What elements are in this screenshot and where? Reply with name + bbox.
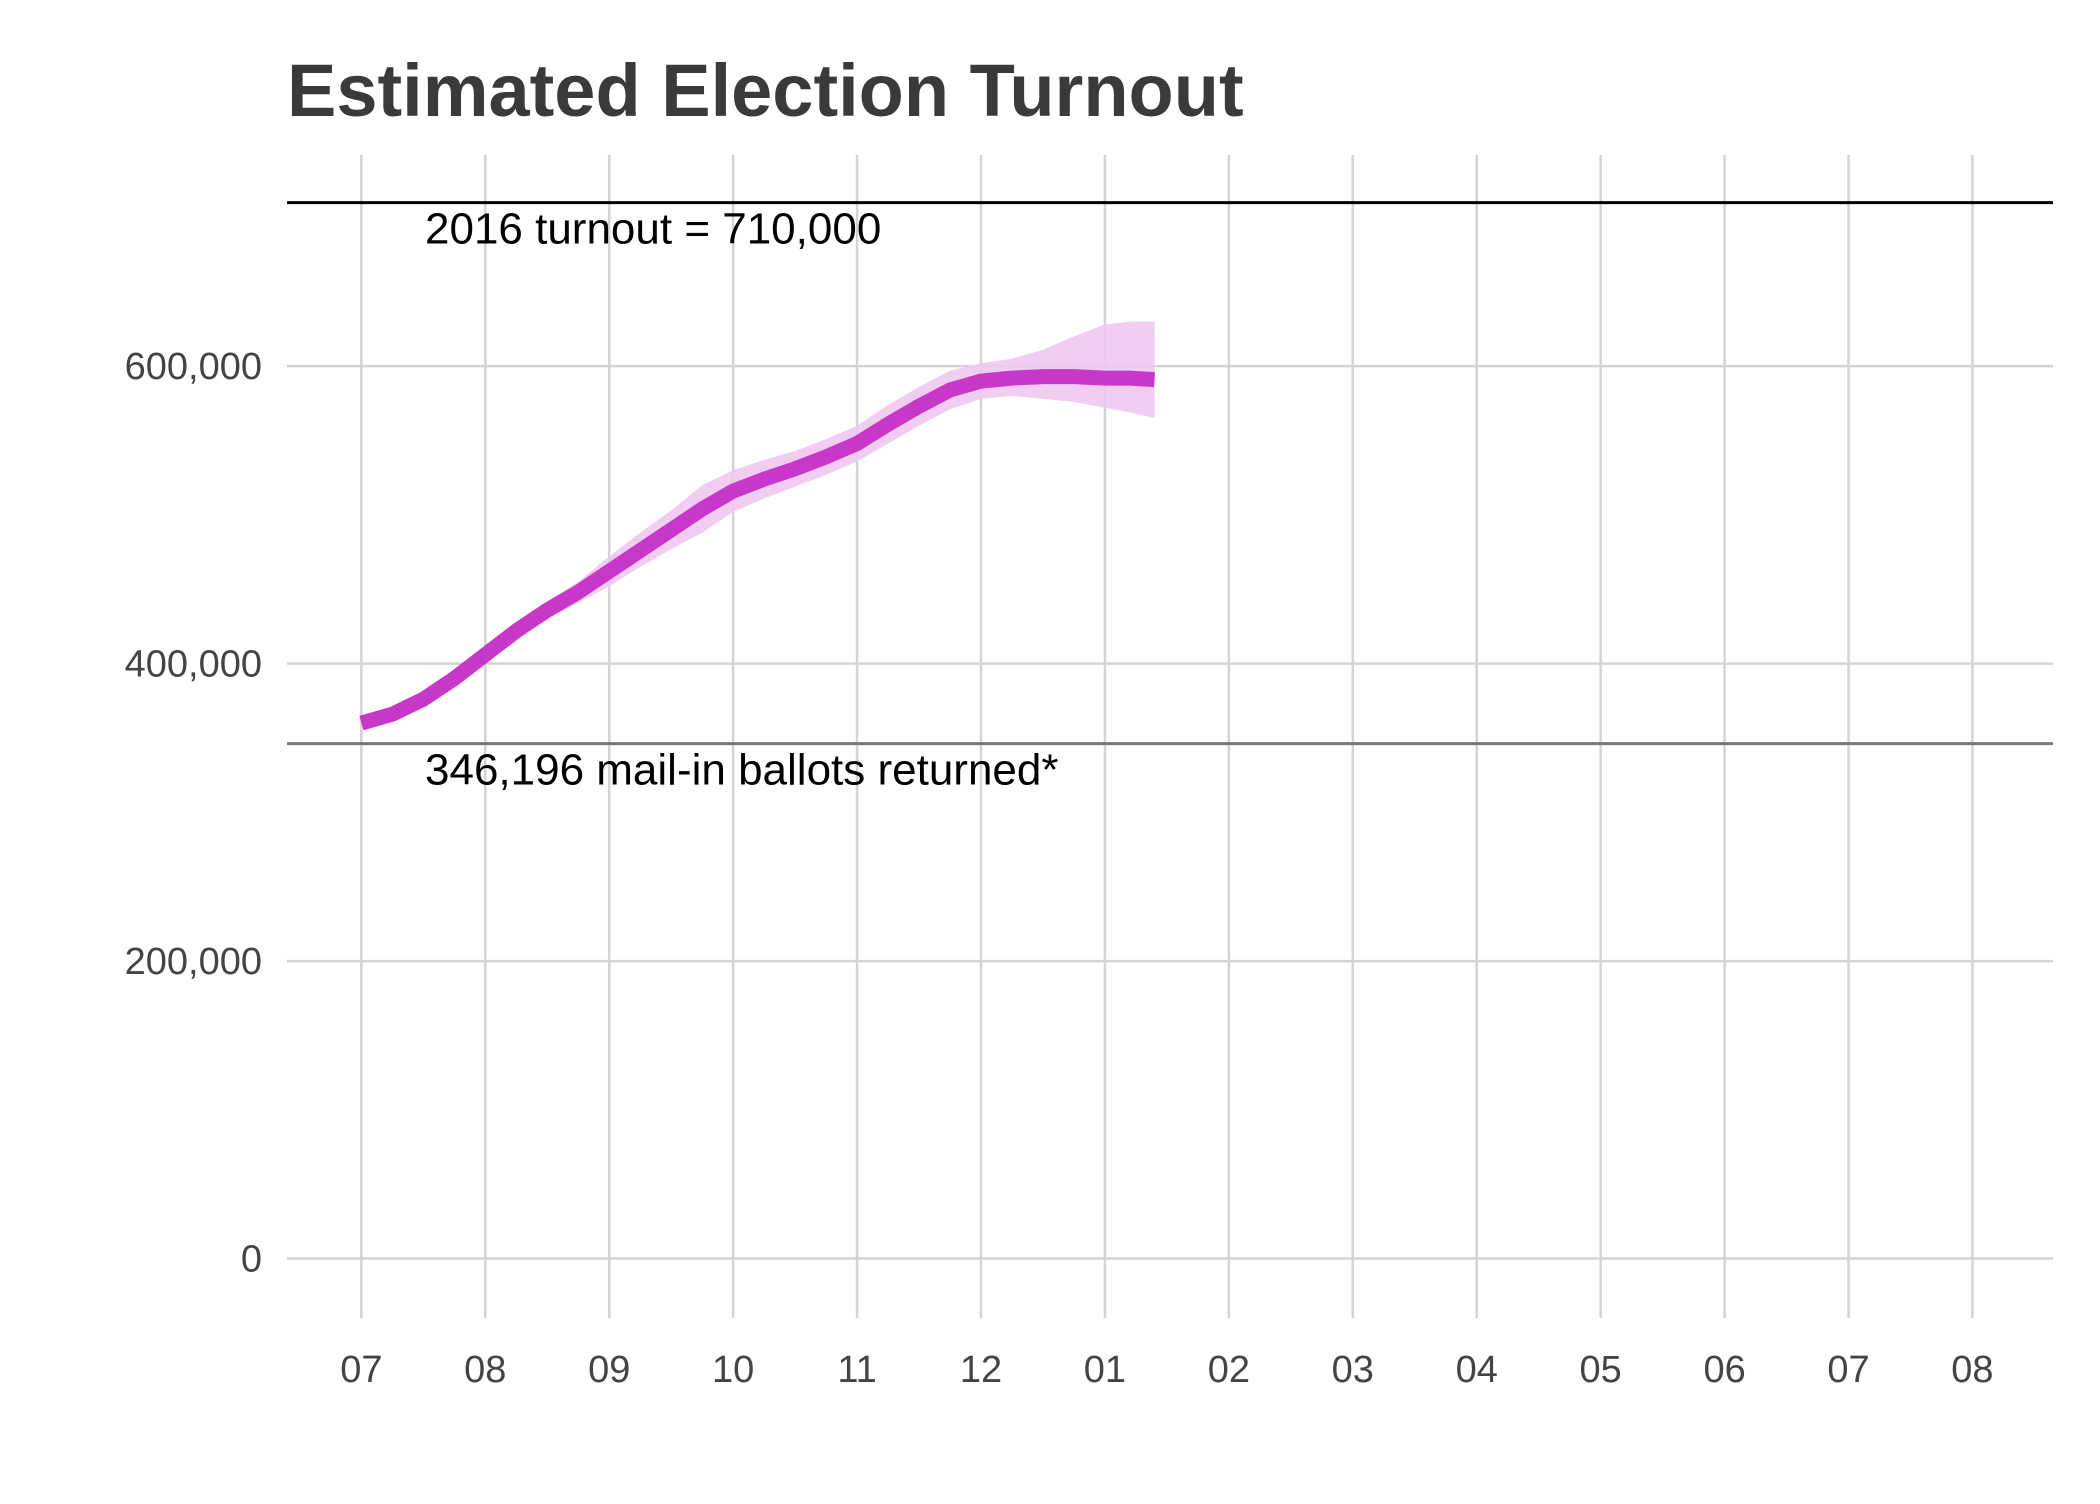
x-tick-label: 02 — [1208, 1349, 1250, 1391]
x-tick-label: 07 — [340, 1349, 382, 1391]
x-tick-label: 11 — [837, 1349, 876, 1391]
y-tick-label: 200,000 — [125, 941, 262, 983]
x-tick-label: 07 — [1827, 1349, 1869, 1391]
mail-in-ballots-annotation: 346,196 mail-in ballots returned* — [425, 746, 1059, 795]
x-tick-label: 06 — [1703, 1349, 1745, 1391]
y-tick-label: 400,000 — [125, 644, 262, 686]
x-tick-label: 09 — [588, 1349, 630, 1391]
y-tick-label: 600,000 — [125, 346, 262, 388]
turnout-2016-annotation: 2016 turnout = 710,000 — [425, 205, 881, 254]
x-tick-label: 08 — [464, 1349, 506, 1391]
x-tick-label: 10 — [712, 1349, 754, 1391]
y-tick-label: 0 — [241, 1239, 262, 1281]
x-tick-label: 08 — [1951, 1349, 1993, 1391]
x-tick-label: 01 — [1084, 1349, 1126, 1391]
x-tick-label: 05 — [1580, 1349, 1622, 1391]
series-line — [359, 369, 1155, 731]
x-tick-label: 03 — [1332, 1349, 1374, 1391]
x-tick-label: 12 — [960, 1349, 1002, 1391]
chart-title: Estimated Election Turnout — [287, 49, 1244, 132]
x-tick-label: 04 — [1456, 1349, 1498, 1391]
